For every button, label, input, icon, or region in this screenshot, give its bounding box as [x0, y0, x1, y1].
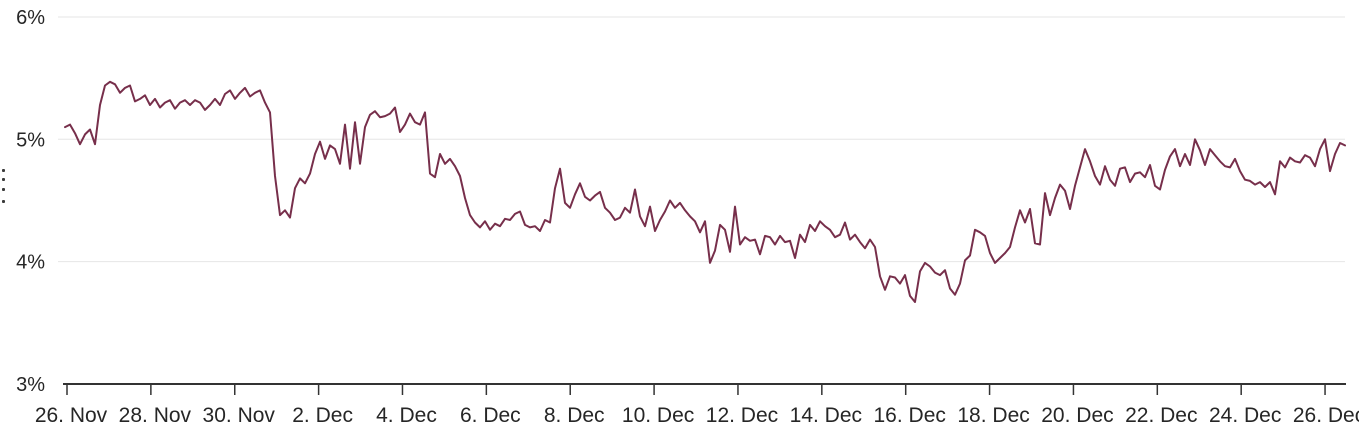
gridlines: [58, 16, 1345, 263]
y-tick-label: 6%: [16, 7, 45, 29]
y-tick-label: 4%: [16, 252, 45, 274]
y-axis-tick-labels: 6% 5% 4% 3%: [16, 7, 45, 396]
x-tick-label: 10. Dec: [622, 404, 694, 427]
y-tick-label: 5%: [16, 129, 45, 151]
x-tick-label: 26. Nov: [35, 404, 108, 427]
x-tick-label: 16. Dec: [874, 404, 946, 427]
y-axis-title-fragment: [2, 200, 5, 203]
x-tick-label: 24. Dec: [1209, 404, 1281, 427]
x-axis-tick-labels: 26. Nov 28. Nov 30. Nov 2. Dec 4. Dec 6. Dec 8…: [35, 404, 1359, 427]
x-tick-label: 30. Nov: [203, 404, 276, 427]
x-tick-label: 20. Dec: [1041, 404, 1113, 427]
x-tick-label: 22. Dec: [1125, 404, 1197, 427]
y-axis-title-fragment: [2, 169, 5, 172]
percent-line-series: [64, 80, 1346, 303]
x-tick-label: 6. Dec: [460, 404, 521, 427]
y-tick-label: 3%: [16, 374, 45, 396]
y-axis-title-fragment: [2, 188, 5, 191]
x-tick-label: 26. Dec: [1293, 404, 1359, 427]
data-series: [64, 80, 1346, 303]
x-tick-label: 4. Dec: [376, 404, 437, 427]
y-axis-title-clipped: [0, 166, 5, 211]
x-axis: [63, 383, 1346, 395]
x-tick-label: 14. Dec: [790, 404, 862, 427]
x-tick-label: 12. Dec: [706, 404, 778, 427]
x-tick-label: 8. Dec: [544, 404, 605, 427]
x-tick-label: 28. Nov: [119, 404, 192, 427]
x-tick-label: 18. Dec: [957, 404, 1029, 427]
x-tick-label: 2. Dec: [292, 404, 353, 427]
y-axis-title-fragment: [2, 178, 5, 181]
